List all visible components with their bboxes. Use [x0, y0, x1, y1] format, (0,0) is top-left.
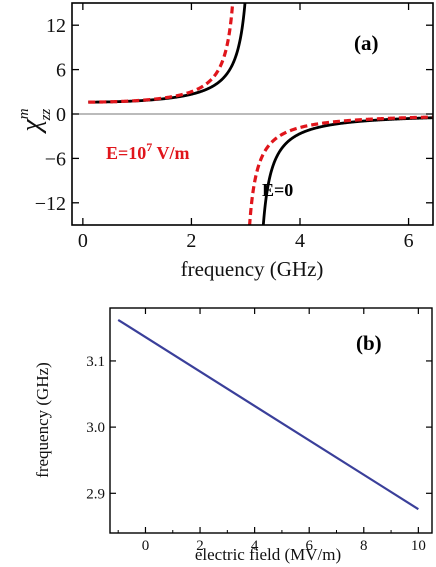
panel-label-a: (a)	[354, 31, 379, 55]
series-line-a-e-field	[87, 3, 235, 104]
y-tick-label-b: 3.1	[86, 354, 105, 370]
y-axis-label-a: χm zz	[16, 108, 54, 134]
series-line-a-e-field-upper	[248, 115, 433, 225]
y-tick-label-b: 3.0	[86, 420, 105, 436]
x-tick-label-a: 6	[404, 230, 414, 252]
y-tick-label-a: 6	[56, 60, 66, 82]
x-tick-label-b: 10	[411, 538, 426, 554]
x-tick-label-b: 6	[305, 538, 313, 554]
x-tick-label-a: 4	[295, 230, 305, 252]
y-tick-label-a: 0	[56, 104, 66, 126]
x-axis-label-a: frequency (GHz)	[181, 257, 324, 281]
x-axis-label-b: electric field (MV/m)	[195, 545, 341, 564]
x-tick-label-a: 0	[78, 230, 88, 252]
x-tick-label-a: 2	[186, 230, 196, 252]
x-tick-label-b: 2	[196, 538, 204, 554]
series-line-b	[117, 318, 419, 511]
panel-label-b: (b)	[356, 331, 382, 355]
series-line-a-e-zero	[87, 3, 247, 104]
x-tick-label-b: 8	[360, 538, 368, 554]
y-axis-label-b: frequency (GHz)	[33, 362, 52, 478]
y-tick-label-a: −6	[45, 148, 66, 170]
y-tick-label-a: 12	[46, 15, 66, 37]
legend-e-field: E=107 V/m	[106, 140, 189, 163]
panel-b: 0 2 4 6 8 10 3.1 3.0 2.9 (b) electric field (MV/…	[33, 307, 433, 564]
x-tick-label-b: 0	[142, 538, 150, 554]
y-tick-label-b: 2.9	[86, 486, 105, 502]
panel-a: 0 2 4 6 12 6 0 −6 −12 (a) frequency (GHz) χm zz E…	[16, 2, 434, 281]
x-tick-label-b: 4	[251, 538, 259, 554]
plot-frame-b	[109, 307, 433, 534]
legend-e-zero: E=0	[262, 180, 293, 200]
y-tick-label-a: −12	[35, 193, 66, 215]
